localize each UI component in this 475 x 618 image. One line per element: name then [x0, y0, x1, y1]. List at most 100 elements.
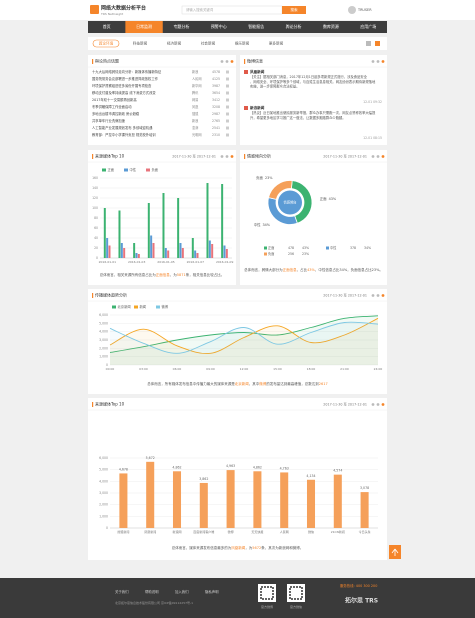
- annotation-text: ，为: [170, 272, 177, 277]
- user-name[interactable]: TRUSER: [357, 8, 372, 12]
- annotation-text: ，中性信息占比34%，负面信息占比23%。: [315, 267, 383, 272]
- topic-count: 2310: [212, 133, 220, 137]
- panel-icon[interactable]: [220, 155, 224, 158]
- footer-link[interactable]: 关于我们: [115, 589, 129, 594]
- search-placeholder[interactable]: 请输入搜索关键词: [186, 7, 214, 12]
- topic-text[interactable]: 十九大后网络舆情走向分析：新媒体传播新特征: [92, 69, 162, 74]
- tab[interactable]: 更多新闻: [269, 41, 284, 46]
- search-button[interactable]: [282, 6, 306, 14]
- panel-marker: [244, 59, 246, 64]
- bar: [360, 492, 369, 528]
- tab-bar: [88, 37, 387, 50]
- nav-item[interactable]: 应用广场: [360, 23, 376, 29]
- x-tick-label: 2016-01-07: [187, 260, 205, 264]
- topic-text[interactable]: 共享单车行业洗牌加速: [92, 118, 126, 123]
- panel-icon[interactable]: [230, 60, 234, 63]
- panel-icon[interactable]: [376, 60, 380, 63]
- annotation: 总体而言，舆情大部分为正面信息，占比43%，中性信息占比34%，负面信息占比23…: [244, 267, 383, 272]
- topic-text[interactable]: 教育部：严控中小学课外负担 规范校外培训: [92, 132, 156, 137]
- panel-icon[interactable]: [371, 403, 375, 406]
- panel-icon[interactable]: [381, 60, 385, 63]
- y-tick-label: 20: [94, 246, 98, 250]
- tab[interactable]: 舆论环境: [99, 41, 114, 46]
- y-tick-label: 1,000: [99, 514, 108, 518]
- footer: [0, 578, 475, 618]
- y-tick-label: 6,000: [99, 456, 108, 460]
- pie-slice: [268, 180, 293, 200]
- annotation-highlight: 微博: [259, 381, 267, 386]
- legend-swatch: [112, 305, 116, 309]
- search-button-label[interactable]: 搜索: [290, 7, 298, 12]
- nav-item[interactable]: 专题分析: [173, 23, 189, 29]
- bar: [196, 253, 199, 258]
- topic-text[interactable]: 2017年双十一交易额再创新高: [92, 97, 137, 102]
- y-tick-label: 80: [94, 216, 98, 220]
- x-tick-label: 18:00: [307, 367, 316, 371]
- legend-count: 256: [288, 252, 294, 256]
- bar: [164, 248, 167, 258]
- post-text-line: 升，希望更多地区学习推广这一做法，让数据多跑路群众少跑腿。: [250, 115, 346, 120]
- tab[interactable]: 科技新闻: [133, 41, 148, 46]
- back-to-top-icon[interactable]: [391, 548, 399, 556]
- line: [109, 317, 379, 355]
- x-tick-label: 2016-01-05: [157, 260, 175, 264]
- panel-icon[interactable]: [371, 294, 375, 297]
- legend-swatch: [264, 252, 267, 256]
- bar: [306, 479, 316, 528]
- topic-text[interactable]: 移动支付普及率持续提高 线下消费方式改变: [92, 90, 156, 95]
- nav-item[interactable]: 首页: [103, 23, 111, 29]
- nav-item[interactable]: 日常监测: [136, 23, 152, 29]
- tab[interactable]: 娱乐新闻: [235, 41, 250, 46]
- topic-text[interactable]: 多地出台楼市调控新政 房价趋稳: [92, 111, 140, 116]
- nav-item[interactable]: 智能报告: [248, 23, 264, 29]
- x-tick-label: 凤凰新闻: [144, 529, 156, 534]
- tab[interactable]: 经济新闻: [167, 41, 182, 46]
- panel-icon[interactable]: [376, 155, 380, 158]
- panel-icon[interactable]: [376, 294, 380, 297]
- panel-icon[interactable]: [230, 155, 234, 158]
- panel-icon[interactable]: [381, 403, 385, 406]
- y-tick-label: 4,000: [99, 330, 108, 334]
- bar: [103, 208, 106, 258]
- nav-item[interactable]: 数库资源: [323, 23, 339, 29]
- footer-link[interactable]: 帮助说明: [145, 589, 159, 594]
- legend-label: 微博: [162, 304, 169, 309]
- slice-label: 正面 43%: [320, 196, 337, 201]
- footer-link[interactable]: 加入我们: [175, 589, 189, 594]
- panel-icon[interactable]: [220, 60, 224, 63]
- topic-text[interactable]: 人工智能产业发展规划发布 多领域迎机遇: [92, 125, 153, 130]
- tab[interactable]: 社会新闻: [201, 41, 216, 46]
- panel-icon[interactable]: [381, 155, 385, 158]
- panel-icon[interactable]: [376, 403, 380, 406]
- legend-label: 正面: [108, 168, 115, 172]
- annotation: 总体而言，媒体来源发布信息最多的为凤凰新闻，为5672条，其次为新浪网和微博。: [172, 545, 303, 550]
- value-label: 4,134: [306, 474, 315, 478]
- avatar[interactable]: [348, 6, 356, 14]
- panel-marker: [92, 293, 94, 298]
- slice-name: 中性: [254, 222, 261, 227]
- panel-icon[interactable]: [371, 60, 375, 63]
- topic-text[interactable]: 国务院常务会议部署进一步推进简政放权工作: [92, 76, 159, 81]
- panel-marker: [92, 154, 94, 159]
- annotation-text: ，占比: [297, 267, 308, 272]
- panel-icon[interactable]: [225, 155, 229, 158]
- panel-icon[interactable]: [371, 155, 375, 158]
- logo-icon: [90, 5, 99, 14]
- slice-value: 43%: [329, 197, 337, 201]
- panel-icon[interactable]: [381, 294, 385, 297]
- panel: [240, 55, 387, 145]
- panel-icon[interactable]: [225, 60, 229, 63]
- topic-count: 3412: [212, 98, 220, 102]
- qr-code: [287, 584, 305, 602]
- footer-link[interactable]: 隐私声明: [205, 589, 219, 594]
- tab-icon: [366, 41, 371, 46]
- nav-item[interactable]: 预警中心: [211, 23, 227, 29]
- bar: [123, 248, 126, 258]
- bar: [226, 470, 235, 528]
- post-avatar: [244, 106, 248, 110]
- topic-text[interactable]: 冬季供暖保障工作全面启动: [92, 104, 132, 109]
- annotation-text: 条，相关信息比较占比。: [186, 272, 225, 277]
- topic-text[interactable]: 环境保护督察组进驻多省份开展专项检查: [92, 83, 152, 88]
- nav-item[interactable]: 舆论分析: [286, 23, 302, 29]
- topic-source: 光明网: [192, 132, 202, 137]
